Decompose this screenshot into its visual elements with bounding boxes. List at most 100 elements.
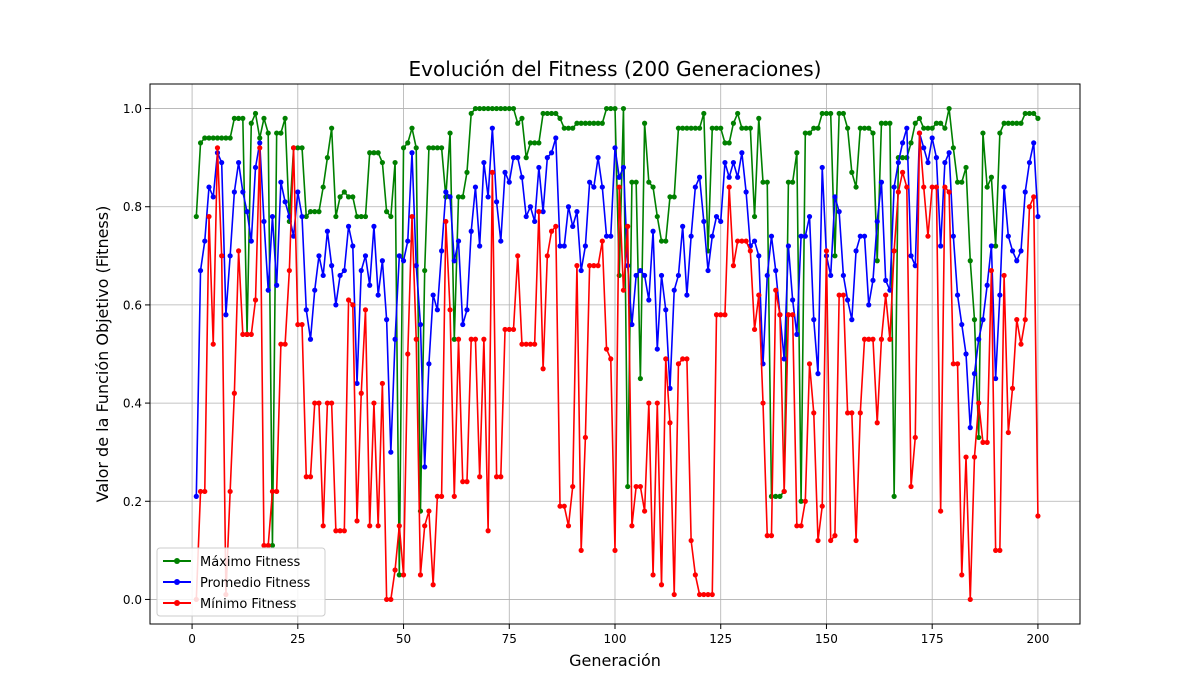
data-point-min [307,474,314,480]
data-point-max [451,336,457,342]
data-point-min [747,248,753,254]
data-point-avg [561,243,567,249]
data-point-max [278,130,284,136]
data-point-max [739,125,745,131]
data-point-min [197,488,204,495]
data-point-min [971,454,978,460]
y-tick-label: 0.4 [123,397,142,411]
data-point-avg [819,164,825,171]
data-point-avg [299,213,305,220]
data-point-avg [861,233,868,239]
data-point-max [379,159,385,166]
data-point-min [341,528,347,534]
data-point-avg [696,174,703,180]
data-point-max [502,105,508,112]
data-point-max [434,145,440,151]
data-point-max [967,258,973,264]
data-point-max [337,194,343,200]
data-point-max [866,125,872,131]
data-point-max [227,135,233,141]
data-point-min [908,483,914,490]
data-point-max [954,179,961,185]
data-point-avg [967,425,973,431]
data-point-max [735,110,741,117]
data-point-avg [417,321,424,328]
data-point-min [472,336,479,342]
data-point-max [798,498,804,504]
data-point-min [405,351,411,357]
legend-item-avg: Promedio Fitness [163,576,310,591]
data-point-avg [392,336,398,342]
data-point-min [696,591,703,598]
data-point-min [265,542,271,549]
data-point-min [680,356,686,362]
data-point-max [375,150,381,156]
data-point-avg [193,493,199,499]
data-point-avg [612,145,618,151]
data-point-max [1018,120,1024,126]
data-point-min [244,331,250,337]
data-point-max [692,125,698,131]
data-point-avg [709,233,715,239]
data-point-max [481,105,487,112]
data-point-avg [663,307,669,313]
data-point-max [219,135,225,141]
data-point-avg [671,287,677,293]
data-point-avg [362,253,369,259]
series-max [193,105,1041,578]
data-point-max [629,179,635,185]
data-point-min [269,488,276,495]
data-point-max [422,267,428,274]
data-point-avg [950,233,956,239]
data-point-min [667,420,673,426]
data-point-max [396,572,402,578]
data-point-min [274,488,280,495]
data-point-avg [278,179,284,185]
legend-item-min: Mínimo Fitness [163,597,297,612]
data-point-min [967,596,973,603]
data-point-avg [565,204,572,210]
data-point-min [523,341,529,347]
data-point-avg [599,184,605,190]
data-point-avg [493,199,500,205]
data-point-max [819,110,825,117]
x-tick-label: 50 [396,632,411,646]
data-point-avg [603,233,610,239]
data-point-min [811,410,817,416]
data-point-min [1001,272,1007,279]
data-point-min [933,184,940,190]
data-point-avg [320,272,326,279]
data-point-min [993,547,999,553]
data-point-min [942,184,948,190]
data-point-avg [654,346,660,352]
data-point-min [434,493,440,499]
data-point-avg [443,189,449,195]
data-point-max [485,105,491,112]
data-point-avg [726,174,732,180]
data-point-max [938,120,944,126]
data-point-min [561,503,567,509]
data-point-min [705,591,711,598]
x-tick-label: 150 [815,632,838,646]
data-point-min [536,209,542,215]
data-point-avg [798,233,804,239]
data-point-max [320,184,326,190]
data-point-min [620,287,627,293]
data-point-min [502,326,508,333]
data-point-min [578,547,584,553]
data-point-max [777,493,783,499]
data-point-max [984,184,990,190]
data-point-min [806,361,813,367]
data-point-avg [324,228,331,234]
data-point-max [193,213,199,220]
data-point-min [794,523,800,529]
data-point-max [236,115,242,121]
data-point-min [388,596,394,603]
data-point-min [857,410,863,416]
data-point-min [485,528,491,534]
data-point-min [548,228,555,234]
data-point-max [747,125,753,131]
data-point-max [240,115,246,121]
data-point-min [616,184,622,190]
data-point-min [409,213,415,220]
